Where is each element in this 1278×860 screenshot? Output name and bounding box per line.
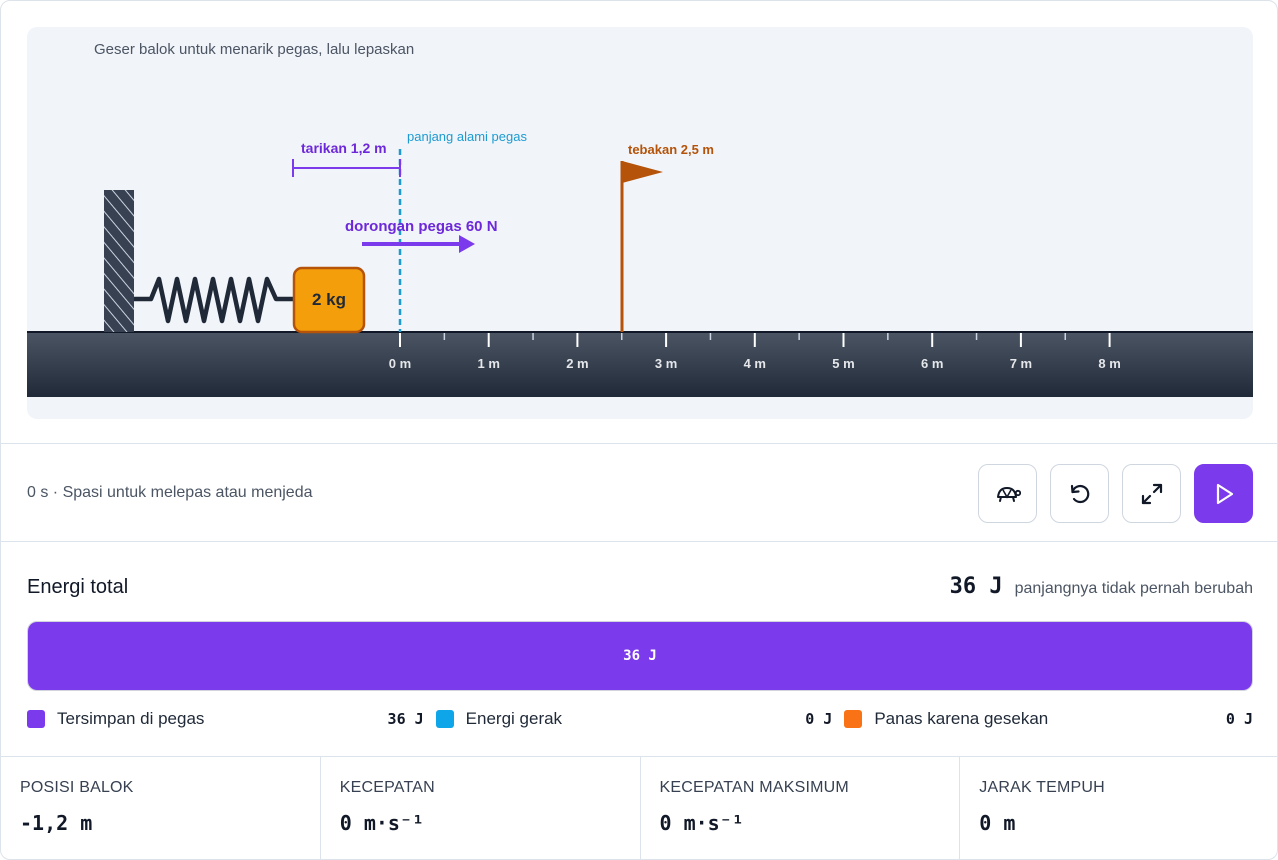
slow-motion-button[interactable] [978, 464, 1037, 523]
energy-legend: Tersimpan di pegas 36 J Energi gerak 0 J… [27, 709, 1253, 729]
stats-row: POSISI BALOK -1,2 m KECEPATAN 0 m·s⁻¹ KE… [1, 756, 1277, 859]
legend-label: Panas karena gesekan [874, 709, 1049, 728]
legend-swatch-friction [844, 710, 863, 728]
energy-bar-spring: 36 J [28, 622, 1252, 690]
stat-value: 0 m·s⁻¹ [339, 811, 425, 835]
legend-label: Energi gerak [465, 709, 563, 728]
ruler: 0 m 1 m 2 m 3 m 4 m 5 m 6 m 7 m 8 m [389, 333, 1121, 371]
ruler-tick-label: 2 m [566, 356, 588, 371]
legend-spring: Tersimpan di pegas 36 J [27, 709, 436, 729]
energy-bar: 36 J [27, 621, 1253, 691]
spring-force-label: dorongan pegas 60 N [345, 218, 498, 235]
stat-speed: KECEPATAN 0 m·s⁻¹ [321, 757, 641, 859]
ruler-tick-label: 1 m [477, 356, 499, 371]
wall [104, 190, 134, 332]
block[interactable]: 2 kg [292, 266, 366, 334]
stat-label: KECEPATAN [339, 779, 435, 796]
energy-total-value: 36 J [949, 574, 1003, 599]
legend-label: Tersimpan di pegas [57, 709, 205, 728]
ruler-tick-label: 8 m [1098, 356, 1120, 371]
guess-label: tebakan 2,5 m [628, 142, 714, 157]
energy-total: 36 J panjangnya tidak pernah berubah [950, 574, 1253, 599]
legend-value: 0 J [1225, 710, 1254, 728]
ruler-tick-label: 0 m [389, 356, 411, 371]
time-status: 0 s · Spasi untuk melepas atau menjeda [27, 484, 313, 501]
expand-icon [1141, 483, 1162, 504]
ruler-tick-label: 3 m [655, 356, 677, 371]
play-icon [1216, 483, 1233, 504]
energy-panel: Energi total 36 J panjangnya tidak perna… [1, 542, 1277, 756]
guess-flag[interactable] [620, 161, 663, 332]
spring [134, 276, 294, 324]
ruler-tick-label: 5 m [832, 356, 854, 371]
reset-button[interactable] [1050, 464, 1109, 523]
rotate-ccw-icon [1070, 484, 1089, 503]
natural-length-label: panjang alami pegas [407, 129, 527, 144]
stat-value: 0 m·s⁻¹ [659, 811, 744, 835]
energy-title: Energi total [27, 576, 129, 598]
stat-value: -1,2 m [20, 811, 93, 835]
controls-bar: 0 s · Spasi untuk melepas atau menjeda [1, 443, 1277, 542]
fullscreen-button[interactable] [1122, 464, 1181, 523]
stretch-label: tarikan 1,2 m [301, 140, 387, 156]
ground [27, 331, 1253, 397]
stat-max-speed: KECEPATAN MAKSIMUM 0 m·s⁻¹ [641, 757, 961, 859]
stat-label: POSISI BALOK [20, 779, 134, 796]
stretch-indicator [292, 159, 401, 177]
energy-total-note: panjangnya tidak pernah berubah [1014, 580, 1253, 597]
legend-kinetic: Energi gerak 0 J [435, 709, 845, 729]
ruler-tick-label: 6 m [921, 356, 943, 371]
legend-friction: Panas karena gesekan 0 J [844, 709, 1253, 729]
stat-distance: JARAK TEMPUH 0 m [960, 757, 1277, 859]
spring-force-arrow [362, 235, 475, 253]
block-label: 2 kg [312, 290, 346, 309]
simulation-hint: Geser balok untuk menarik pegas, lalu le… [94, 41, 415, 58]
ruler-tick-label: 7 m [1010, 356, 1032, 371]
energy-bar-label: 36 J [623, 648, 657, 664]
stat-label: JARAK TEMPUH [979, 779, 1105, 796]
stat-label: KECEPATAN MAKSIMUM [659, 779, 849, 796]
simulation-canvas[interactable]: Geser balok untuk menarik pegas, lalu le… [27, 27, 1253, 419]
legend-swatch-kinetic [435, 710, 454, 728]
simulation-scene: 0 m 1 m 2 m 3 m 4 m 5 m 6 m 7 m 8 m panjang alam… [27, 129, 1253, 397]
legend-swatch-spring [27, 710, 45, 728]
legend-value: 0 J [805, 710, 833, 728]
play-button[interactable] [1194, 464, 1253, 523]
stat-value: 0 m [979, 811, 1016, 835]
stat-block-position: POSISI BALOK -1,2 m [1, 757, 321, 859]
turtle-icon [996, 486, 1021, 502]
ruler-tick-label: 4 m [744, 356, 766, 371]
legend-value: 36 J [387, 710, 424, 728]
